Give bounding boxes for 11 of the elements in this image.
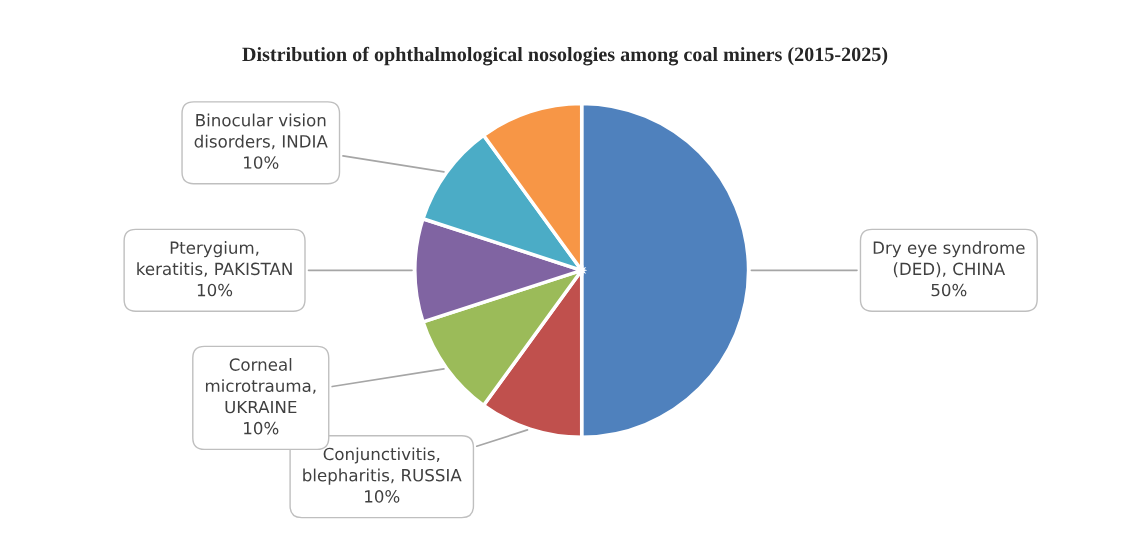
chart-title: Distribution of ophthalmological nosologies among coal miners (2015-2025): [242, 46, 888, 66]
slice-label: Pterygium, keratitis, PAKISTAN: [137, 241, 292, 277]
data-label: 10%: [244, 156, 279, 169]
data-label: 10%: [244, 421, 279, 435]
slice-label: Binocular vision disorders, INDIA: [194, 113, 328, 150]
data-label: 10%: [365, 490, 400, 503]
data-label: 10%: [197, 283, 233, 297]
slice-label: Conjunctivitis, blepharitis, RUSSIA: [303, 447, 462, 485]
data-label: 50%: [931, 283, 967, 297]
slice-label: Corneal microtrauma, UKRAINE: [205, 357, 316, 414]
slice-label: Dry eye syndrome (DED), CHINA: [873, 241, 1025, 278]
